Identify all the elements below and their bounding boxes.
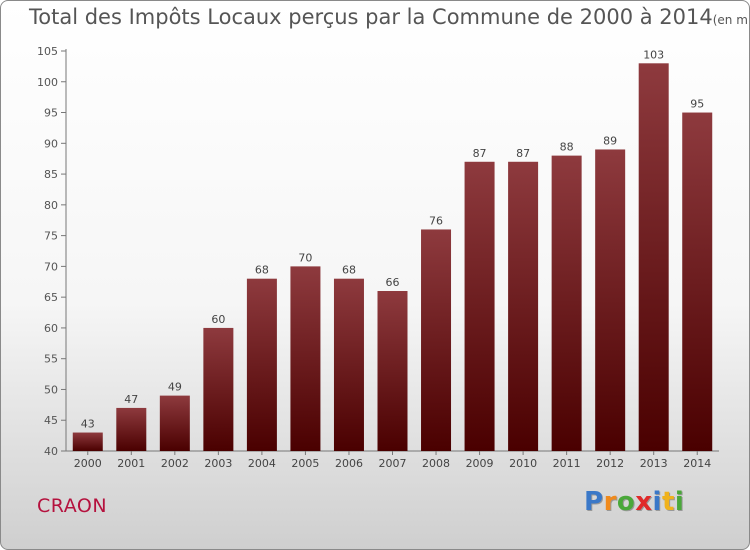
bar	[551, 155, 582, 451]
x-tick-label: 2004	[248, 457, 276, 470]
bar	[72, 432, 103, 451]
y-tick-label: 85	[44, 168, 58, 181]
y-tick-label: 90	[44, 137, 58, 150]
y-tick-label: 50	[44, 383, 58, 396]
bar	[377, 291, 408, 451]
bar	[682, 112, 713, 452]
bar	[290, 266, 321, 451]
proxiti-logo[interactable]: Proxiti	[584, 487, 684, 517]
data-label: 88	[560, 141, 574, 154]
y-tick-label: 65	[44, 291, 58, 304]
data-label: 60	[211, 313, 225, 326]
data-label: 49	[168, 381, 182, 394]
y-tick-label: 60	[44, 322, 58, 335]
x-tick-label: 2011	[553, 457, 581, 470]
logo-letter: x	[635, 487, 653, 517]
data-label: 68	[342, 264, 356, 277]
y-tick-label: 55	[44, 353, 58, 366]
logo-letter: t	[661, 487, 675, 517]
x-tick-label: 2009	[466, 457, 494, 470]
x-tick-label: 2010	[509, 457, 537, 470]
data-label: 89	[603, 134, 617, 147]
x-tick-label: 2003	[204, 457, 232, 470]
x-tick-label: 2000	[74, 457, 102, 470]
y-tick-label: 45	[44, 414, 58, 427]
bar	[508, 161, 539, 451]
x-tick-label: 2006	[335, 457, 363, 470]
data-label: 47	[124, 393, 138, 406]
x-tick-label: 2007	[379, 457, 407, 470]
x-tick-label: 2013	[640, 457, 668, 470]
bar	[464, 161, 495, 451]
x-tick-label: 2005	[291, 457, 319, 470]
x-tick-label: 2008	[422, 457, 450, 470]
logo-letter: P	[584, 487, 604, 517]
chart-title-unit: (en milliers d'€)	[712, 13, 750, 27]
y-tick-label: 105	[37, 45, 58, 58]
logo-letter: r	[603, 487, 617, 517]
bar	[116, 407, 147, 451]
data-label: 43	[81, 418, 95, 431]
bar	[159, 395, 190, 451]
bar	[421, 229, 452, 451]
bar	[333, 278, 364, 451]
y-tick-label: 80	[44, 199, 58, 212]
data-label: 76	[429, 214, 443, 227]
y-tick-label: 40	[44, 445, 58, 458]
chart-title: Total des Impôts Locaux perçus par la Co…	[29, 5, 750, 29]
data-label: 87	[516, 147, 530, 160]
data-label: 68	[255, 264, 269, 277]
bar	[203, 327, 234, 451]
data-label: 103	[643, 48, 664, 61]
data-label: 87	[473, 147, 487, 160]
bar	[595, 149, 626, 451]
data-label: 70	[298, 251, 312, 264]
y-tick-label: 95	[44, 107, 58, 120]
data-label: 66	[386, 276, 400, 289]
logo-letter: o	[616, 487, 636, 517]
x-tick-label: 2002	[161, 457, 189, 470]
x-tick-label: 2012	[596, 457, 624, 470]
y-tick-label: 100	[37, 76, 58, 89]
y-tick-label: 70	[44, 260, 58, 273]
y-tick-label: 75	[44, 230, 58, 243]
x-tick-label: 2014	[683, 457, 711, 470]
bar	[246, 278, 277, 451]
bar	[638, 63, 669, 452]
x-tick-label: 2001	[117, 457, 145, 470]
commune-name: CRAON	[37, 495, 108, 517]
data-label: 95	[690, 98, 704, 111]
chart-title-text: Total des Impôts Locaux perçus par la Co…	[29, 5, 713, 29]
logo-letter: i	[674, 487, 685, 517]
logo-letter: i	[652, 487, 662, 517]
